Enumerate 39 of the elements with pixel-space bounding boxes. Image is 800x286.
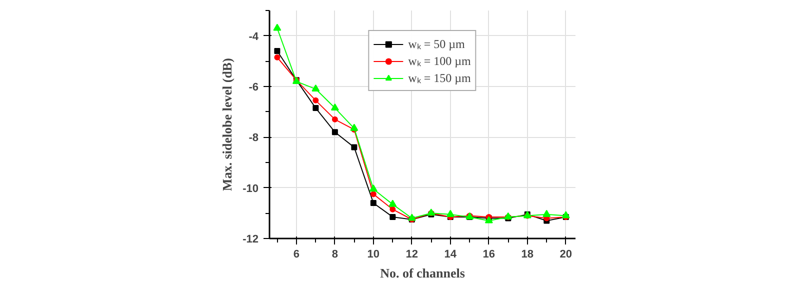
x-tick-label: 8	[332, 248, 338, 260]
y-tick-label: -4	[248, 30, 260, 43]
point	[274, 54, 280, 60]
point	[273, 24, 282, 31]
y-tick-label: -6	[248, 82, 258, 94]
point	[408, 214, 416, 221]
point	[312, 84, 320, 92]
x-tick-label: 14	[444, 248, 458, 260]
point	[350, 124, 358, 131]
x-tick-label: 18	[521, 248, 534, 260]
point	[388, 200, 397, 207]
x-axis-title: No. of channels	[380, 266, 465, 280]
point	[369, 184, 378, 192]
y-tick-label: -10	[242, 182, 259, 195]
x-tick-label: 20	[560, 248, 572, 260]
point	[332, 129, 338, 136]
x-tick-label: 12	[406, 248, 418, 260]
point	[332, 116, 338, 122]
point	[370, 191, 376, 198]
point	[274, 48, 280, 54]
y-axis-title: Max. sidelobe level (dB)	[220, 58, 235, 191]
point	[370, 200, 376, 206]
point	[351, 144, 358, 150]
x-tick-label: 16	[482, 248, 496, 260]
point	[542, 210, 551, 217]
point	[446, 210, 454, 217]
point	[330, 103, 339, 111]
legend-label: wₖ = 50 µm	[408, 36, 465, 52]
point	[312, 105, 319, 112]
legend-label: wₖ = 150 µm	[408, 70, 471, 86]
point	[390, 206, 396, 212]
x-tick-label: 6	[293, 248, 300, 260]
point	[312, 97, 319, 104]
y-tick-label: -8	[248, 132, 258, 144]
legend-label: wₖ = 100 µm	[408, 53, 471, 69]
point	[390, 214, 396, 220]
x-tick-label: 10	[367, 248, 380, 260]
y-tick-label: -12	[242, 234, 259, 246]
point	[562, 211, 570, 218]
